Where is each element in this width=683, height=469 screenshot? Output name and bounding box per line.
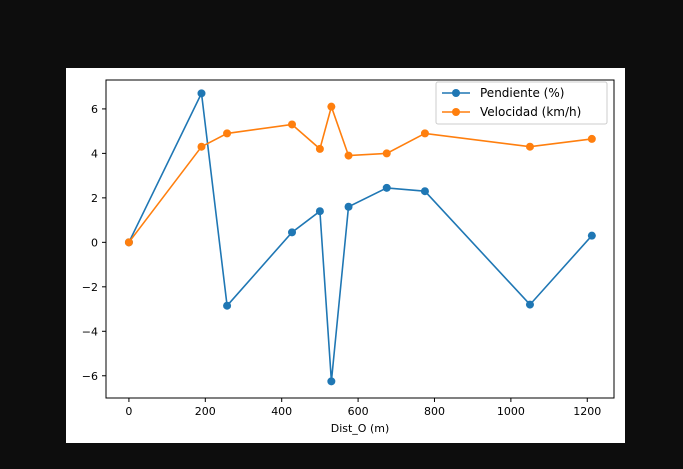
- y-tick-label: 0: [91, 236, 98, 249]
- y-tick-label: 4: [91, 147, 98, 160]
- data-point: [223, 301, 232, 310]
- figure: 0 200 400 600 800 1000 1200 −6 −4 −2 0 2 4 6 Dist_O …: [66, 68, 625, 443]
- data-point: [197, 89, 206, 98]
- x-tick-label: 200: [195, 405, 216, 418]
- data-point: [525, 300, 534, 309]
- legend-label: Velocidad (km/h): [480, 105, 581, 119]
- y-tick-label: −4: [82, 325, 98, 338]
- x-tick-label: 0: [125, 405, 132, 418]
- data-point: [315, 207, 324, 216]
- data-point: [124, 238, 133, 247]
- data-point: [525, 142, 534, 151]
- data-point: [288, 120, 297, 129]
- x-tick-label: 400: [271, 405, 292, 418]
- data-point: [344, 202, 353, 211]
- series-line-1: [128, 104, 592, 243]
- x-tick-label: 800: [424, 405, 445, 418]
- data-point: [587, 134, 596, 143]
- data-point: [587, 231, 596, 240]
- y-tick-label: 6: [91, 103, 98, 116]
- x-tick-label: 600: [348, 405, 369, 418]
- legend: Pendiente (%) Velocidad (km/h): [435, 81, 608, 125]
- data-point: [197, 142, 206, 151]
- y-tick-label: 2: [91, 192, 98, 205]
- x-axis-label: Dist_O (m): [331, 422, 390, 435]
- legend-label: Pendiente (%): [480, 86, 564, 100]
- data-point: [344, 151, 353, 160]
- data-point: [382, 183, 391, 192]
- y-tick-label: −2: [82, 281, 98, 294]
- data-point: [315, 144, 324, 153]
- data-point: [223, 129, 232, 138]
- series-line-0: [128, 90, 593, 382]
- legend-frame: [435, 81, 608, 125]
- x-tick-label: 1200: [573, 405, 601, 418]
- legend-swatch-marker: [452, 108, 460, 116]
- line-chart: 0 200 400 600 800 1000 1200 −6 −4 −2 0 2 4 6 Dist_O …: [82, 79, 615, 435]
- series-layer: [124, 89, 596, 386]
- y-tick-label: −6: [82, 370, 98, 383]
- y-axis: −6 −4 −2 0 2 4 6: [82, 103, 106, 383]
- legend-swatch-marker: [452, 89, 460, 97]
- plot-frame: [105, 79, 615, 399]
- data-point: [288, 228, 297, 237]
- x-axis: 0 200 400 600 800 1000 1200: [125, 398, 601, 418]
- data-point: [420, 129, 429, 138]
- data-point: [327, 102, 336, 111]
- data-point: [420, 187, 429, 196]
- data-point: [382, 149, 391, 158]
- data-point: [327, 377, 336, 386]
- x-tick-label: 1000: [497, 405, 525, 418]
